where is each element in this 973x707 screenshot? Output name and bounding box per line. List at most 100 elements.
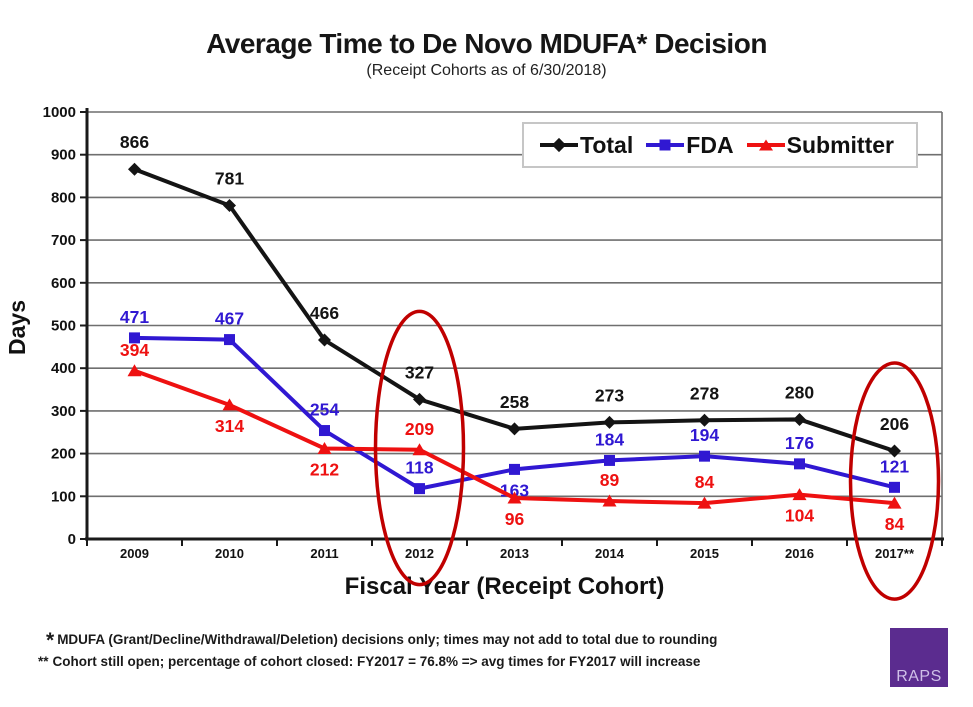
footnote-asterisk: *: [46, 629, 55, 652]
marker-fda-2017**: [889, 481, 900, 493]
y-tick-label-900: 900: [51, 147, 76, 164]
data-label-total-2016: 280: [785, 382, 814, 402]
data-label-submitter-2016: 104: [785, 506, 814, 526]
legend-label-fda: FDA: [686, 131, 734, 158]
marker-fda-2016: [794, 458, 805, 470]
marker-submitter-2017**: [887, 496, 902, 509]
marker-total-2011: [318, 333, 331, 347]
data-label-submitter-2017**: 84: [885, 514, 905, 534]
marker-total-2012: [413, 392, 426, 406]
diamond-marker-icon: [540, 137, 578, 153]
marker-total-2009: [128, 162, 141, 176]
marker-submitter-2013: [507, 491, 522, 504]
data-label-fda-2011: 254: [310, 400, 339, 420]
data-label-fda-2016: 176: [785, 433, 814, 453]
y-tick-label-200: 200: [51, 446, 76, 463]
data-label-fda-2009: 471: [120, 307, 149, 327]
x-category-label-2014: 2014: [595, 546, 625, 561]
y-tick-label-0: 0: [68, 531, 76, 548]
chart-subtitle: (Receipt Cohorts as of 6/30/2018): [366, 62, 607, 79]
raps-logo: RAPS: [890, 628, 948, 687]
square-marker-icon: [646, 137, 685, 153]
marker-total-2013: [508, 422, 521, 436]
circle-annotation-2017: [848, 361, 941, 601]
y-tick-label-600: 600: [51, 275, 76, 292]
footnote-mdufa: * MDUFA (Grant/Decline/Withdrawal/Deletio…: [46, 626, 718, 652]
data-label-total-2011: 466: [310, 303, 339, 323]
marker-fda-2012: [414, 483, 425, 495]
y-tick-label-300: 300: [51, 403, 76, 420]
marker-submitter-2011: [317, 441, 332, 454]
chart-legend: Total FDA Submitter: [522, 122, 918, 168]
y-tick-label-400: 400: [51, 360, 76, 377]
series-line-total: [133, 167, 896, 453]
y-tick-label-100: 100: [51, 488, 76, 505]
data-label-submitter-2014: 89: [600, 470, 620, 490]
legend-item-submitter: Submitter: [746, 131, 894, 159]
marker-total-2016: [793, 412, 806, 426]
data-label-total-2014: 273: [595, 385, 624, 405]
footnote-double-asterisk: **: [38, 654, 49, 669]
y-tick-label-500: 500: [51, 318, 76, 335]
x-category-label-2009: 2009: [120, 546, 149, 561]
series-line-submitter: [133, 368, 895, 506]
x-axis-title: Fiscal Year (Receipt Cohort): [345, 573, 665, 600]
marker-submitter-2014: [602, 494, 617, 507]
data-label-total-2017**: 206: [880, 414, 909, 434]
x-category-label-2017**: 2017**: [875, 546, 915, 561]
x-category-label-2016: 2016: [785, 546, 814, 561]
marker-fda-2009: [129, 332, 140, 344]
data-label-submitter-2010: 314: [215, 416, 244, 436]
x-category-label-2011: 2011: [310, 546, 338, 561]
legend-label-submitter: Submitter: [786, 131, 894, 158]
x-category-label-2012: 2012: [405, 546, 434, 561]
legend-item-fda: FDA: [646, 131, 734, 159]
marker-fda-2010: [224, 334, 235, 346]
x-category-label-2010: 2010: [215, 546, 244, 561]
marker-fda-2013: [509, 463, 520, 475]
marker-submitter-2015: [697, 496, 712, 509]
chart-title: Average Time to De Novo MDUFA* Decision: [206, 28, 767, 59]
x-category-label-2015: 2015: [690, 546, 719, 561]
marker-submitter-2010: [222, 398, 237, 411]
y-tick-label-1000: 1000: [43, 104, 76, 121]
data-label-total-2010: 781: [215, 169, 244, 189]
data-label-submitter-2009: 394: [120, 340, 149, 360]
marker-total-2014: [603, 415, 616, 429]
marker-fda-2011: [319, 425, 330, 437]
data-label-submitter-2012: 209: [405, 419, 434, 439]
data-label-submitter-2013: 96: [505, 509, 525, 529]
data-label-fda-2015: 194: [690, 425, 719, 445]
data-label-submitter-2011: 212: [310, 459, 339, 479]
marker-total-2017**: [888, 444, 901, 458]
legend-item-total: Total: [540, 132, 633, 159]
data-label-submitter-2015: 84: [695, 472, 715, 492]
data-label-fda-2013: 163: [500, 480, 529, 500]
marker-submitter-2012: [412, 443, 427, 456]
series-line-fda: [134, 335, 895, 491]
marker-submitter-2009: [127, 364, 142, 377]
data-label-total-2013: 258: [500, 392, 529, 412]
data-label-total-2009: 866: [120, 132, 149, 152]
triangle-marker-icon: [746, 137, 785, 153]
legend-label-total: Total: [580, 131, 634, 158]
data-label-fda-2010: 467: [215, 309, 244, 329]
data-label-fda-2014: 184: [595, 429, 624, 449]
marker-fda-2015: [699, 450, 710, 462]
circle-annotation-2012: [373, 309, 466, 587]
marker-submitter-2016: [792, 488, 807, 501]
footnote-cohort-open: ** Cohort still open; percentage of cohor…: [38, 654, 700, 669]
data-label-total-2012: 327: [405, 362, 434, 382]
footnote-text: MDUFA (Grant/Decline/Withdrawal/Deletion…: [57, 632, 718, 647]
footnote-text: Cohort still open; percentage of cohort …: [52, 654, 701, 669]
raps-logo-text: RAPS: [896, 668, 942, 686]
marker-fda-2014: [604, 454, 615, 466]
x-category-label-2013: 2013: [500, 546, 529, 561]
data-label-fda-2017**: 121: [880, 456, 909, 476]
y-tick-label-700: 700: [51, 232, 76, 249]
y-axis-title: Days: [4, 300, 30, 355]
data-label-total-2015: 278: [690, 383, 719, 403]
marker-total-2010: [223, 199, 236, 213]
